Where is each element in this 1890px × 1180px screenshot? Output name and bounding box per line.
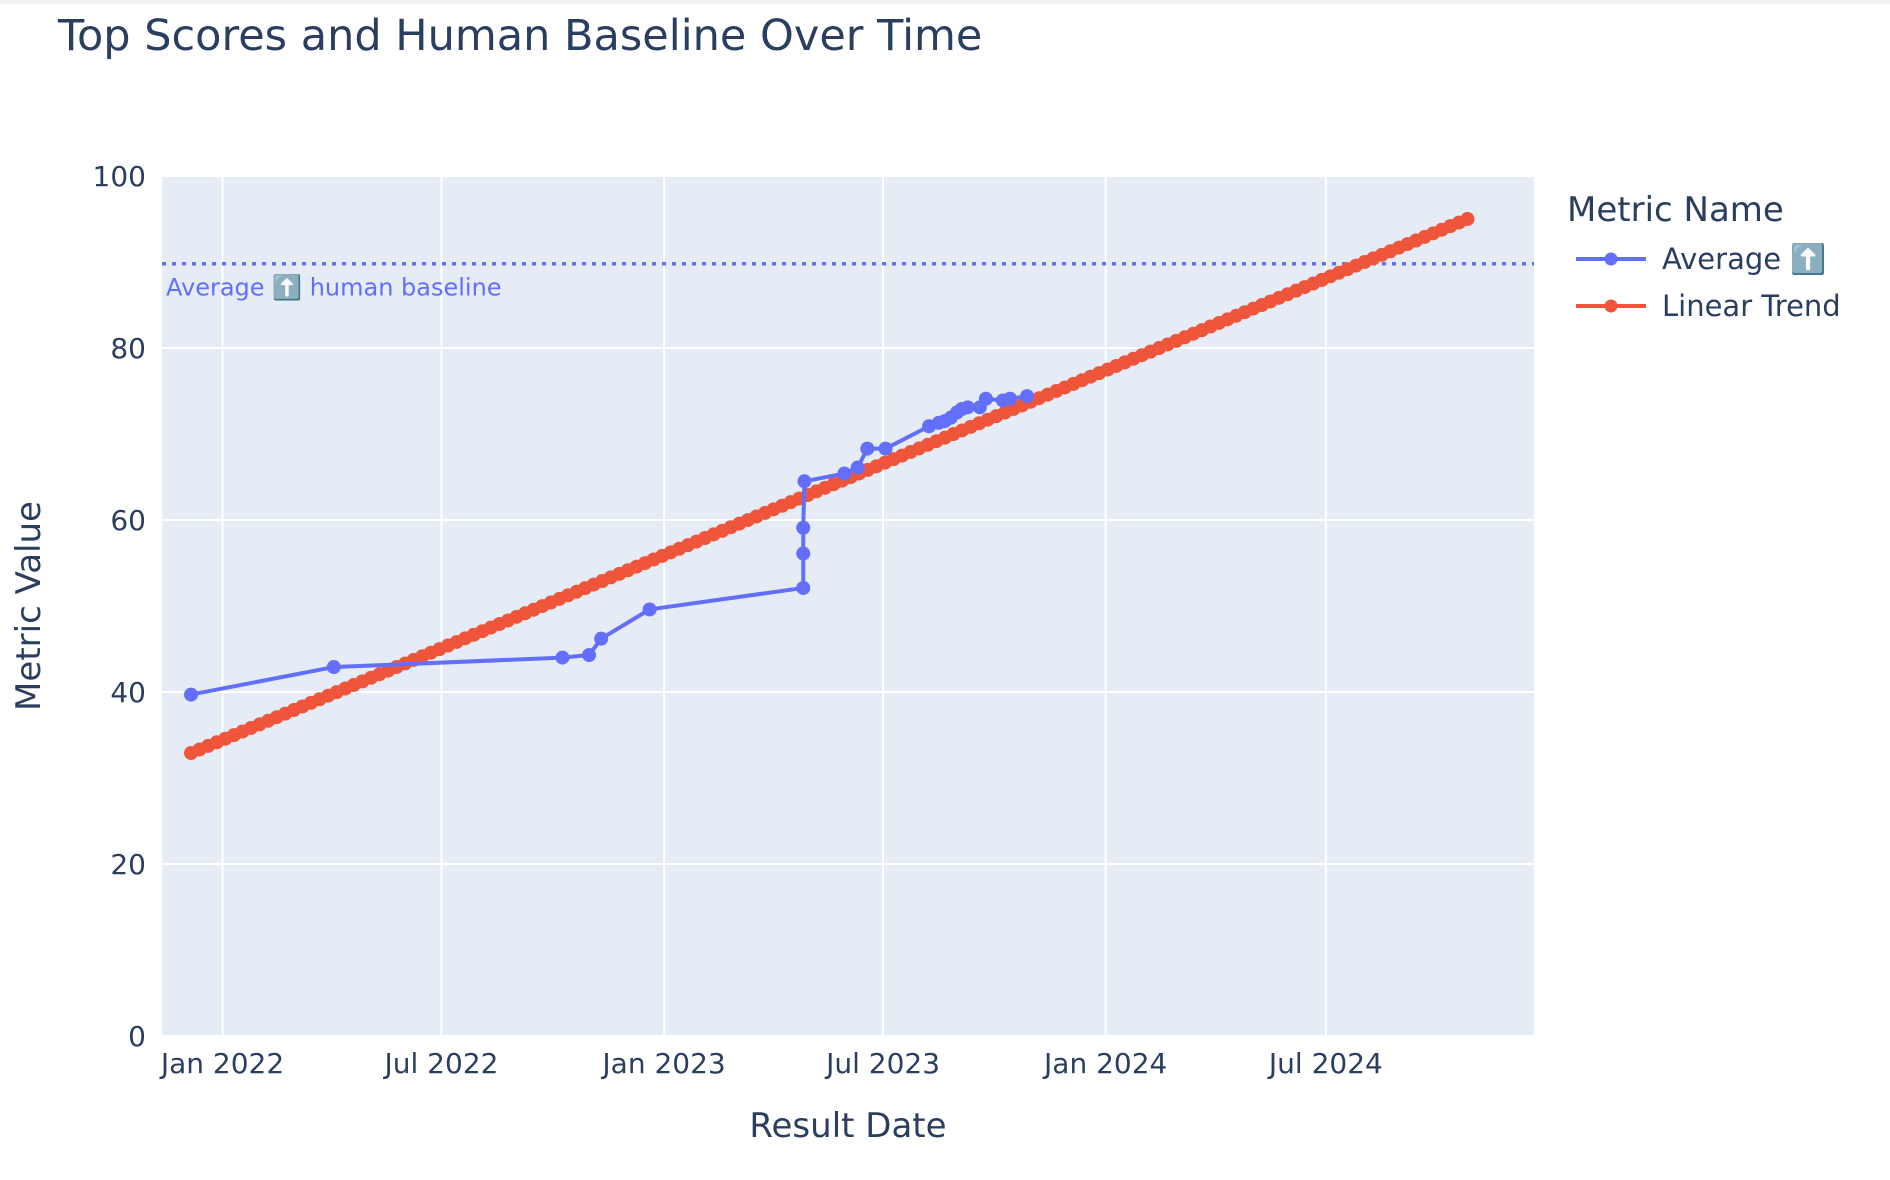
y-tick-label: 60 [110,504,146,537]
y-axis-ticks: 0 20 40 60 80 100 [93,160,146,1053]
average-point[interactable] [796,546,811,561]
average-point[interactable] [184,687,199,702]
average-point[interactable] [1020,389,1035,404]
x-axis-title: Result Date [749,1106,946,1146]
y-tick-label: 20 [110,848,146,881]
y-axis-title: Metric Value [9,501,49,711]
y-tick-label: 100 [93,160,146,193]
x-tick-label: Jul 2023 [824,1047,940,1080]
average-point[interactable] [1003,391,1018,406]
average-point[interactable] [594,631,609,646]
average-point[interactable] [860,441,875,456]
legend: Metric Name Average ⬆️ Linear Trend [1567,190,1841,323]
legend-label-linear-trend: Linear Trend [1662,289,1841,323]
average-point[interactable] [960,400,975,415]
y-tick-label: 40 [110,676,146,709]
x-tick-label: Jul 2022 [383,1047,499,1080]
average-point[interactable] [326,660,341,675]
grid [162,175,1534,1037]
plot-area [162,176,1534,1036]
average-point[interactable] [878,441,893,456]
legend-marker-average [1604,252,1618,266]
legend-item-average[interactable]: Average ⬆️ [1576,242,1826,276]
legend-item-linear-trend[interactable]: Linear Trend [1576,289,1841,323]
x-tick-label: Jan 2023 [600,1047,725,1080]
x-axis-ticks: Jan 2022 Jul 2022 Jan 2023 Jul 2023 Jan 2024… [159,1047,1383,1080]
linear-trend-point[interactable] [1460,212,1475,226]
average-point[interactable] [555,650,570,665]
y-tick-label: 0 [128,1020,146,1053]
average-series [184,389,1035,702]
average-point[interactable] [850,460,865,475]
average-point[interactable] [796,580,811,595]
average-point[interactable] [797,474,812,489]
average-point[interactable] [978,391,993,406]
legend-title: Metric Name [1567,190,1784,230]
y-tick-label: 80 [110,332,146,365]
human-baseline-label: Average ⬆️ human baseline [166,274,502,302]
average-point[interactable] [796,520,811,535]
average-point[interactable] [837,466,852,481]
average-point[interactable] [582,648,597,663]
legend-marker-linear-trend [1604,299,1618,313]
x-tick-label: Jan 2024 [1042,1047,1167,1080]
x-tick-label: Jul 2024 [1267,1047,1383,1080]
x-tick-label: Jan 2022 [159,1047,284,1080]
baseline-layer: Average ⬆️ human baseline [162,261,1534,302]
average-point[interactable] [642,602,657,617]
legend-label-average: Average ⬆️ [1662,242,1826,276]
chart-title: Top Scores and Human Baseline Over Time [57,11,982,61]
top-bar [0,0,1890,4]
